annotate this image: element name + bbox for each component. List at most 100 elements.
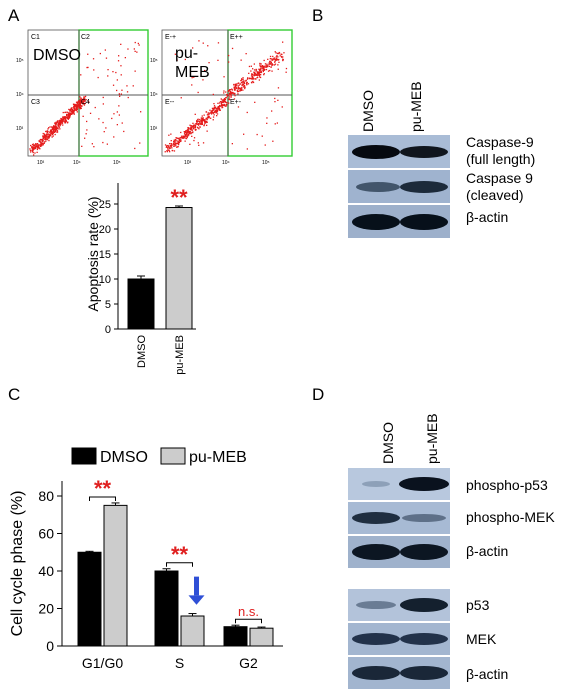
scatter-dot (202, 118, 204, 120)
scatter-dot (80, 101, 82, 103)
scatter-dot (205, 120, 207, 122)
scatter-dot (45, 140, 47, 142)
scatter-dot (75, 109, 77, 111)
scatter-dot (89, 112, 92, 114)
scatter-dot (207, 115, 209, 117)
scatter-dot (81, 102, 83, 104)
scatter-dot (174, 145, 176, 147)
scatter-dot (275, 58, 277, 60)
legend-label: pu-MEB (189, 449, 247, 466)
scatter-dot (260, 68, 262, 71)
bar (127, 278, 155, 330)
scatter-dot (51, 130, 53, 133)
flow-plot-frame (161, 29, 293, 157)
scatter-dot (278, 51, 281, 54)
scatter-dot (212, 119, 214, 121)
scatter-dot (274, 60, 276, 62)
y-tick-label: 15 (99, 249, 111, 261)
scatter-dot (197, 142, 199, 144)
scatter-dot (237, 85, 239, 87)
scatter-dot (233, 92, 235, 94)
scatter-dot (45, 138, 48, 140)
scatter-dot (70, 109, 72, 111)
scatter-dot (199, 123, 201, 125)
scatter-dot (169, 147, 171, 149)
scatter-dot (246, 84, 248, 86)
scatter-dot (172, 143, 175, 145)
axis-tick-label: 10⁴ (150, 92, 158, 98)
scatter-dot (190, 132, 193, 134)
scatter-dot (87, 53, 89, 55)
scatter-dot (132, 85, 134, 87)
scatter-dot (283, 52, 285, 54)
scatter-dot (240, 79, 242, 82)
scatter-dot (281, 56, 283, 58)
scatter-dot (220, 102, 222, 104)
scatter-dot (58, 126, 60, 128)
scatter-dot (45, 130, 47, 133)
y-tick-label: 0 (105, 324, 111, 336)
scatter-dot (206, 124, 208, 126)
scatter-dot (32, 149, 34, 151)
scatter-dot (59, 120, 61, 122)
scatter-dot (270, 62, 272, 64)
scatter-dot (231, 91, 233, 93)
scatter-dot (70, 113, 72, 115)
scatter-dot (240, 83, 242, 85)
scatter-dot (70, 107, 73, 109)
scatter-dot (231, 47, 234, 50)
x-tick-label: S (175, 655, 184, 671)
scatter-dot (173, 139, 175, 141)
band-label: Caspase-9 (full length) (466, 134, 536, 167)
scatter-dot (102, 103, 104, 105)
scatter-dot (196, 122, 198, 124)
scatter-dot (275, 59, 277, 61)
bar (249, 627, 274, 647)
scatter-dot (275, 56, 277, 58)
scatter-dot (255, 74, 257, 76)
scatter-dot (182, 135, 185, 137)
scatter-dot (225, 103, 228, 105)
scatter-dot (126, 91, 129, 93)
scatter-dot (134, 41, 136, 44)
scatter-dot (120, 93, 122, 95)
scatter-dot (189, 124, 191, 126)
scatter-dot (247, 83, 250, 85)
scatter-dot (79, 103, 81, 105)
scatter-dot (76, 108, 78, 110)
scatter-dot (34, 144, 36, 146)
scatter-dot (228, 61, 230, 63)
scatter-dot (281, 53, 283, 56)
scatter-dot (32, 145, 35, 147)
scatter-dot (62, 116, 64, 118)
scatter-dot (188, 133, 191, 135)
scatter-dot (190, 128, 193, 130)
scatter-dot (48, 139, 50, 142)
y-tick-label: 10 (99, 274, 111, 286)
scatter-dot (41, 139, 43, 141)
scatter-dot (268, 65, 270, 67)
scatter-dot (186, 136, 188, 138)
scatter-dot (56, 130, 59, 132)
scatter-dot (54, 130, 57, 133)
scatter-dot (67, 114, 69, 116)
scatter-dot (231, 89, 234, 91)
scatter-dot (48, 134, 51, 136)
scatter-dot (52, 126, 55, 128)
scatter-dot (180, 139, 182, 141)
scatter-dot (113, 113, 115, 115)
scatter-dot (54, 128, 57, 130)
scatter-dot (193, 127, 195, 129)
scatter-dot (33, 154, 35, 156)
scatter-dot (192, 131, 194, 133)
scatter-dot (84, 137, 86, 139)
scatter-dot (217, 42, 220, 44)
scatter-dot (53, 131, 55, 133)
scatter-dot (66, 111, 69, 113)
scatter-dot (43, 133, 46, 135)
scatter-dot (137, 42, 139, 45)
scatter-dot (213, 103, 215, 105)
scatter-dot (200, 119, 202, 121)
scatter-dot (234, 84, 237, 86)
scatter-dot (228, 96, 231, 98)
